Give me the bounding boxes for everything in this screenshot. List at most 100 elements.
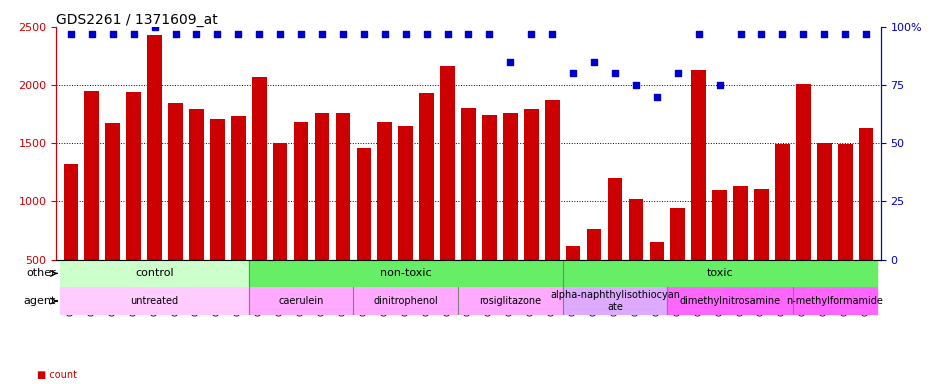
Point — [189, 31, 204, 37]
Point — [753, 31, 768, 37]
Bar — [248, 260, 563, 287]
Point — [418, 31, 433, 37]
Point — [440, 31, 455, 37]
Point — [711, 82, 726, 88]
Point — [481, 31, 496, 37]
Point — [168, 31, 183, 37]
Text: dimethylnitrosamine: dimethylnitrosamine — [679, 296, 780, 306]
Text: alpha-naphthylisothiocyan
ate: alpha-naphthylisothiocyan ate — [549, 290, 680, 312]
Bar — [691, 70, 706, 318]
Point — [523, 31, 538, 37]
Bar — [126, 92, 140, 318]
Point — [210, 31, 225, 37]
Bar — [105, 124, 120, 318]
Point — [84, 31, 99, 37]
Point — [64, 31, 79, 37]
Bar — [398, 126, 413, 318]
Point — [461, 31, 475, 37]
Point — [628, 82, 643, 88]
Bar — [210, 119, 225, 318]
Bar — [670, 209, 684, 318]
Bar — [230, 116, 245, 318]
Bar — [272, 143, 287, 318]
Point — [691, 31, 706, 37]
Point — [272, 31, 287, 37]
Text: rosiglitazone: rosiglitazone — [479, 296, 541, 306]
Point — [503, 59, 518, 65]
Bar — [353, 287, 458, 315]
Point — [732, 31, 747, 37]
Text: ■ count: ■ count — [37, 370, 78, 380]
Bar — [147, 35, 162, 318]
Bar — [628, 199, 642, 318]
Point — [252, 31, 267, 37]
Bar — [711, 190, 726, 318]
Bar — [335, 113, 350, 318]
Point — [377, 31, 392, 37]
Point — [230, 31, 245, 37]
Bar — [523, 109, 538, 318]
Bar — [482, 115, 496, 318]
Point — [857, 31, 872, 37]
Bar — [64, 164, 78, 318]
Text: n-methylformamide: n-methylformamide — [785, 296, 883, 306]
Point — [649, 94, 664, 100]
Text: toxic: toxic — [706, 268, 732, 278]
Point — [795, 31, 810, 37]
Point — [816, 31, 831, 37]
Point — [335, 31, 350, 37]
Bar — [419, 93, 433, 318]
Bar — [792, 287, 876, 315]
Bar — [649, 242, 664, 318]
Text: non-toxic: non-toxic — [379, 268, 431, 278]
Text: dinitrophenol: dinitrophenol — [373, 296, 438, 306]
Bar — [440, 66, 454, 318]
Bar — [753, 189, 768, 318]
Point — [586, 59, 601, 65]
Bar — [666, 287, 792, 315]
Point — [293, 31, 308, 37]
Point — [544, 31, 559, 37]
Point — [398, 31, 413, 37]
Bar — [586, 229, 601, 318]
Point — [356, 31, 371, 37]
Text: agent: agent — [23, 296, 56, 306]
Bar — [168, 103, 183, 318]
Point — [837, 31, 852, 37]
Point — [774, 31, 789, 37]
Bar — [252, 77, 266, 318]
Point — [314, 31, 329, 37]
Bar — [294, 122, 308, 318]
Bar — [837, 144, 852, 318]
Point — [565, 70, 580, 76]
Bar — [377, 122, 391, 318]
Point — [147, 24, 162, 30]
Point — [105, 31, 120, 37]
Bar — [357, 148, 371, 318]
Bar — [60, 260, 248, 287]
Bar — [314, 113, 329, 318]
Bar — [774, 144, 789, 318]
Point — [669, 70, 684, 76]
Point — [607, 70, 622, 76]
Bar — [545, 100, 559, 318]
Text: untreated: untreated — [130, 296, 179, 306]
Text: GDS2261 / 1371609_at: GDS2261 / 1371609_at — [56, 13, 218, 27]
Bar — [607, 178, 622, 318]
Bar — [189, 109, 203, 318]
Bar — [461, 108, 475, 318]
Bar — [248, 287, 353, 315]
Bar — [565, 246, 579, 318]
Bar — [84, 91, 99, 318]
Bar — [60, 287, 248, 315]
Bar — [733, 186, 747, 318]
Bar — [858, 128, 872, 318]
Bar — [816, 143, 831, 318]
Bar — [563, 287, 666, 315]
Text: caerulein: caerulein — [278, 296, 324, 306]
Point — [126, 31, 141, 37]
Bar — [563, 260, 876, 287]
Bar — [458, 287, 563, 315]
Text: control: control — [135, 268, 174, 278]
Bar — [796, 84, 810, 318]
